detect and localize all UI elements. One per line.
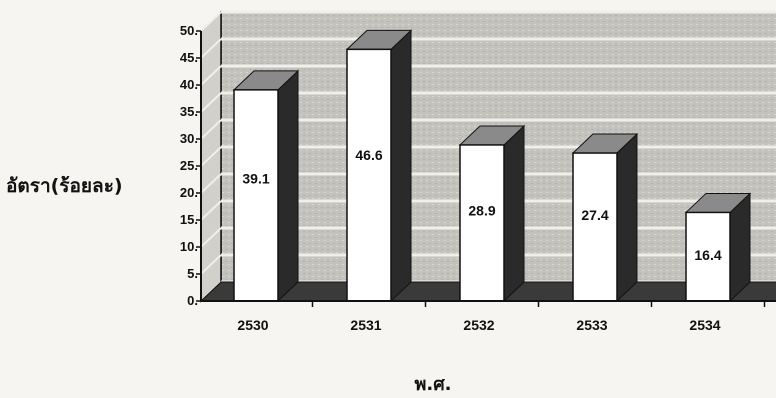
gridline-side [200, 38, 222, 59]
bar [233, 89, 279, 302]
gridline-side [200, 227, 222, 248]
bar-group: 16.4 [684, 192, 752, 303]
x-tick-label: 2530 [237, 317, 268, 333]
y-tick-label: 0. [187, 293, 198, 308]
y-tick-label: 10. [180, 239, 198, 254]
y-tick-label: 45. [180, 50, 198, 65]
x-tick-label: 2533 [576, 317, 607, 333]
y-tick-label: 25. [180, 158, 198, 173]
y-tick-label: 20. [180, 185, 198, 200]
bar [459, 144, 505, 302]
y-tick-label: 5. [187, 266, 198, 281]
bar-group: 46.6 [345, 29, 413, 303]
y-tick-label: 15. [180, 212, 198, 227]
gridline-side [200, 11, 222, 32]
x-tick-label: 2534 [689, 317, 720, 333]
bar-side [616, 132, 638, 303]
y-tick-label: 30. [180, 131, 198, 146]
gridline-side [200, 200, 222, 221]
data-label: 46.6 [355, 147, 382, 163]
x-axis: 2530 2531 2532 2533 2534 [201, 300, 776, 333]
bar-side [390, 29, 412, 303]
bar-side [503, 124, 525, 303]
data-label: 28.9 [468, 202, 495, 218]
gridline-side [200, 173, 222, 194]
bar-side [277, 69, 299, 303]
bar-group: 27.4 [571, 132, 639, 303]
y-tick-label: 35. [180, 104, 198, 119]
bars: 39.1 46.6 28.9 27.4 16.4 [232, 29, 752, 303]
data-label: 27.4 [581, 207, 608, 223]
x-axis-title: พ.ศ. [415, 374, 452, 395]
gridline-side [200, 65, 222, 86]
x-tick-label: 2532 [463, 317, 494, 333]
bar-group: 39.1 [232, 69, 300, 303]
bar-group: 28.9 [458, 124, 526, 303]
bar [572, 152, 618, 302]
bar [685, 211, 731, 302]
bar [346, 48, 392, 302]
gridline-side [200, 254, 222, 275]
y-axis-title: อัตรา(ร้อยละ) [6, 175, 123, 197]
gridline-side [200, 92, 222, 113]
data-label: 39.1 [242, 171, 269, 187]
x-tick-label: 2531 [350, 317, 381, 333]
y-tick-label: 50. [180, 23, 198, 38]
y-axis: 0. 5. 10. 15. 20. 25. 30. 35. 40. 45. 50. [180, 23, 202, 308]
gridline-side [200, 146, 222, 167]
y-tick-label: 40. [180, 77, 198, 92]
gridline-side [200, 119, 222, 140]
data-label: 16.4 [694, 247, 721, 263]
